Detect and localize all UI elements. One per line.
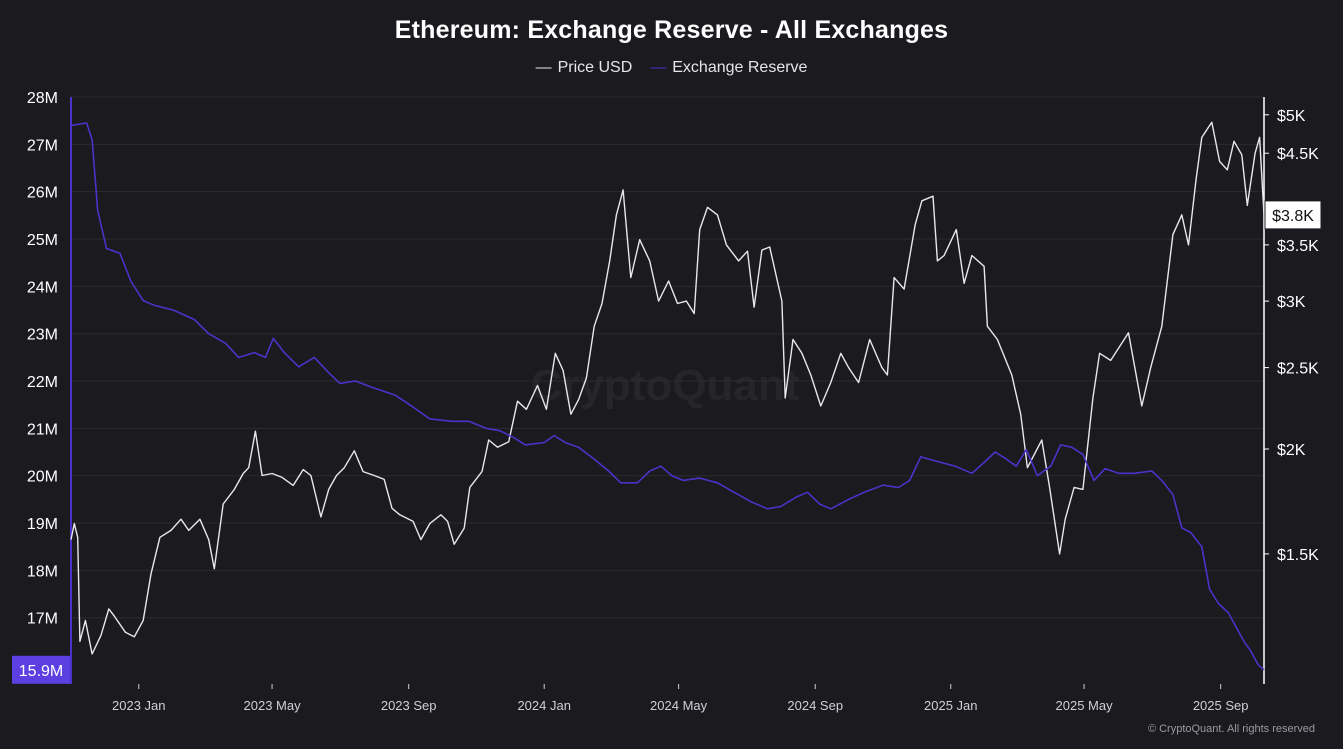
legend-item-price[interactable]: — Price USD: [536, 59, 633, 77]
x-tick-label: 2025 Jan: [924, 698, 978, 713]
y-left-tick-label: 25M: [27, 232, 58, 249]
y-left-tick-label: 24M: [27, 279, 58, 296]
x-tick-label: 2024 May: [650, 698, 708, 713]
grid-lines: [71, 96, 1264, 619]
price-usd-line: [70, 121, 1265, 655]
y-right-tick-label: $2K: [1277, 442, 1306, 459]
y-left-tick-label: 22M: [27, 374, 58, 391]
y-right-tick-label: $3.5K: [1277, 238, 1319, 255]
y-left-tick-label: 28M: [27, 90, 58, 107]
y-right-tick-label: $3K: [1277, 294, 1306, 311]
legend-marker-reserve: —: [650, 59, 667, 76]
y-right-tick-label: $2.5K: [1277, 361, 1319, 378]
reserve-current-value: 15.9M: [19, 663, 63, 680]
x-tick-label: 2024 Jan: [517, 698, 571, 713]
y-left-tick-label: 19M: [27, 516, 58, 533]
y-left-tick-label: 23M: [27, 327, 58, 344]
x-tick-label: 2023 May: [244, 698, 302, 713]
legend-label-price: Price USD: [557, 59, 633, 76]
y-right-tick-label: $4.5K: [1277, 146, 1319, 163]
x-tick-label: 2023 Sep: [381, 698, 437, 713]
legend-marker-price: —: [535, 59, 552, 76]
y-right-tick-label: $5K: [1277, 108, 1306, 125]
y-left-tick-label: 27M: [27, 137, 58, 154]
y-left-tick-label: 17M: [27, 611, 58, 628]
watermark: CryptoQuant: [531, 361, 800, 410]
chart-title: Ethereum: Exchange Reserve - All Exchang…: [394, 16, 949, 44]
legend-item-reserve[interactable]: — Exchange Reserve: [650, 59, 807, 77]
x-tick-label: 2025 Sep: [1193, 698, 1249, 713]
exchange-reserve-line: [70, 122, 1265, 671]
x-tick-label: 2025 May: [1056, 698, 1114, 713]
copyright-footer: © CryptoQuant. All rights reserved: [1147, 723, 1315, 735]
price-current-value: $3.8K: [1272, 208, 1314, 225]
x-tick-label: 2024 Sep: [787, 698, 843, 713]
y-left-tick-label: 18M: [27, 563, 58, 580]
x-tick-label: 2023 Jan: [112, 698, 166, 713]
legend-label-reserve: Exchange Reserve: [672, 59, 808, 76]
y-right-tick-label: $1.5K: [1277, 547, 1319, 564]
y-left-tick-label: 21M: [27, 421, 58, 438]
value-badges: 15.9M $3.8K: [12, 200, 1322, 684]
reserve-current-badge: [12, 655, 70, 684]
y-left-tick-label: 20M: [27, 469, 58, 486]
y-left-tick-label: 26M: [27, 185, 58, 202]
chart-legend: — Price USD — Exchange Reserve: [0, 59, 1343, 77]
series-lines: [70, 121, 1265, 671]
axes: 28M 27M 26M 25M 24M 23M 22M 21M 20M 19M 18M 17M $5K $…: [27, 90, 1319, 713]
price-current-badge: [1264, 200, 1322, 230]
